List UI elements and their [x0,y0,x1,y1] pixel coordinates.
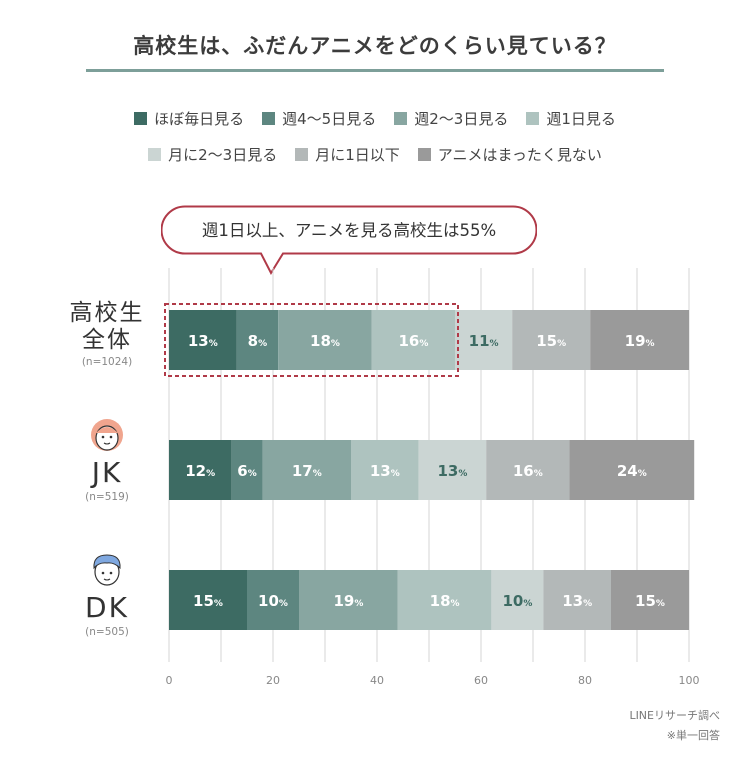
x-tick-label: 20 [266,674,280,687]
legend-label: 月に1日以下 [315,146,400,164]
bar-value-label: 16% [513,462,543,480]
bars: 13% 8% 18% 16% 11% 15% 19% 12% 6% 17% 13% 13% 16% 24%… [169,310,695,630]
callout-bubble: 週1日以上、アニメを見る高校生は55% [161,205,537,276]
x-tick-label: 40 [370,674,384,687]
bar-value-label: 15% [536,332,566,350]
bar-value-label: 6% [237,462,256,480]
legend-item: ほぼ毎日見る [134,108,244,129]
legend-item: 週4〜5日見る [262,108,376,129]
legend-swatch [526,112,540,125]
bar-value-label: 13% [370,462,400,480]
bar-segment [371,310,455,370]
legend-label: 週2〜3日見る [414,110,509,128]
bar-value-label: 19% [625,332,655,350]
bar-value-label: 24% [617,462,647,480]
legend-swatch [148,148,162,161]
bar-value-label: 15% [193,592,223,610]
legend-label: 週1日見る [546,110,616,128]
bar-value-label: 19% [333,592,363,610]
bar-segment [262,440,351,500]
legend-swatch [295,148,309,161]
bar-segment [590,310,689,370]
bar-value-label: 10% [502,592,532,610]
bar-value-label: 13% [188,332,218,350]
legend-label: 週4〜5日見る [282,110,377,128]
bar-segment [247,570,299,630]
girl-face-icon [87,415,127,455]
bar-value-label: 15% [635,592,665,610]
legend-swatch [134,112,148,125]
bar-segment [169,310,237,370]
bar-segment [169,570,247,630]
legend-item: 月に2〜3日見る [148,144,277,165]
bar-value-label: 18% [310,332,340,350]
bar-segment [397,570,492,630]
bar-value-label: 12% [185,462,215,480]
bar-segment [491,570,544,630]
legend-swatch [262,112,276,125]
bar-segment [231,440,263,500]
legend-label: 月に2〜3日見る [168,146,278,164]
bar-segment [455,310,513,370]
group-label: 高校生 全体 (n=1024) [62,300,152,368]
legend-item: 週2〜3日見る [394,108,508,129]
group-name: JK [91,456,123,489]
bar-value-label: 18% [430,592,460,610]
bar-segment [569,440,695,500]
sample-size: (n=1024) [81,356,133,368]
bar-segment [486,440,570,500]
x-tick-label: 100 [678,674,700,687]
bar-segment [543,570,611,630]
group-label: DK (n=505) [62,550,152,638]
group-name: DK [85,591,129,624]
legend-swatch [417,148,431,161]
bar-segment [278,310,372,370]
bar-value-label: 16% [398,332,428,350]
callout-shape [161,205,537,276]
bar-segment [418,440,487,500]
sample-size: (n=505) [85,626,129,638]
bar-segment [611,570,689,630]
bar-segment [351,440,419,500]
sample-size: (n=519) [85,491,129,503]
bar-segment [299,570,398,630]
legend-row-2: 月に2〜3日見る 月に1日以下 アニメはまったく見ない [0,144,750,165]
bar-segment [236,310,279,370]
highlight-box [164,303,459,377]
note-text: ※単一回答 [666,729,720,742]
bar-value-label: 13% [562,592,592,610]
chart-title: 高校生は、ふだんアニメをどのくらい見ている？ [133,34,617,58]
bar-value-label: 17% [292,462,322,480]
group-name: 全体 [82,327,132,353]
legend-item: 月に1日以下 [295,144,400,165]
x-tick-label: 60 [474,674,488,687]
group-label: JK (n=519) [62,415,152,503]
bar-value-label: 11% [469,332,499,350]
bar-segment [169,440,232,500]
legend-item: 週1日見る [526,108,616,129]
x-tick-label: 80 [578,674,592,687]
bar-value-label: 8% [248,332,267,350]
bar-value-label: 13% [437,462,467,480]
source-text: LINEリサーチ調べ [629,709,720,722]
legend-item: アニメはまったく見ない [417,144,602,165]
legend-row-1: ほぼ毎日見る 週4〜5日見る 週2〜3日見る 週1日見る [0,108,750,129]
bar-value-label: 10% [258,592,288,610]
callout-text: 週1日以上、アニメを見る高校生は55% [201,221,497,240]
legend-label: アニメはまったく見ない [437,146,602,164]
legend-swatch [394,112,408,125]
legend-label: ほぼ毎日見る [154,110,245,128]
boy-face-icon [87,550,127,590]
bar-segment [512,310,591,370]
x-tick-label: 0 [165,674,173,687]
title-underline [86,69,664,72]
group-name: 高校生 [69,300,145,326]
